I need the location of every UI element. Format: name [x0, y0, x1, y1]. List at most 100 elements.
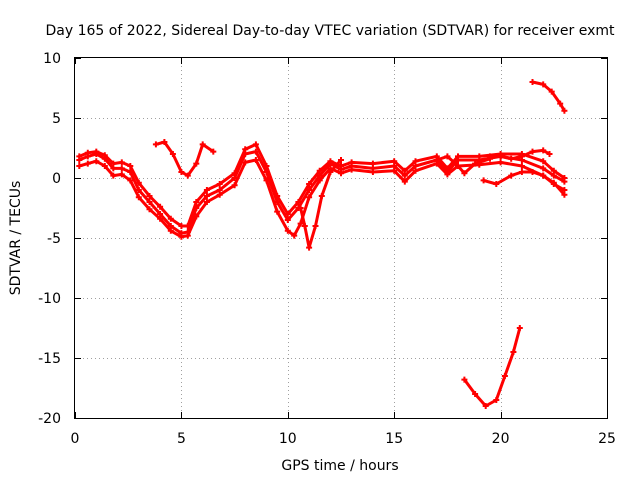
data-point	[518, 153, 525, 160]
x-tick-label: 15	[385, 431, 403, 447]
data-point	[391, 167, 398, 174]
data-point	[516, 325, 523, 331]
data-point	[118, 159, 125, 166]
data-point	[284, 227, 291, 234]
series-line	[154, 140, 215, 178]
series-track-low-19h	[461, 325, 523, 409]
data-point	[169, 151, 176, 157]
data-point	[461, 170, 468, 177]
data-point	[84, 160, 91, 167]
data-point	[510, 349, 517, 355]
data-point	[557, 100, 564, 107]
data-point	[540, 147, 547, 154]
data-point	[561, 175, 568, 181]
data-point	[118, 171, 125, 178]
data-point	[540, 158, 547, 165]
data-point	[444, 165, 451, 172]
y-tick-label: -20	[38, 411, 61, 427]
data-point	[540, 165, 547, 172]
data-point	[135, 179, 142, 186]
data-point	[444, 153, 451, 160]
data-point	[216, 191, 223, 198]
y-tick-labels: -20 -15 -10 -5 0 5 10	[38, 51, 61, 427]
data-point	[348, 159, 355, 166]
data-point	[518, 163, 525, 169]
data-point	[369, 160, 376, 167]
data-point	[391, 158, 398, 165]
data-point	[193, 160, 200, 167]
data-point	[295, 199, 302, 205]
data-point	[178, 223, 185, 229]
data-point	[284, 217, 291, 223]
y-tick-label: 0	[52, 171, 61, 187]
data-point	[210, 148, 217, 155]
x-tick-label: 20	[492, 431, 510, 447]
data-point	[146, 206, 153, 213]
data-point	[312, 223, 319, 229]
data-point	[203, 199, 210, 205]
data-point	[508, 172, 515, 179]
data-point	[455, 153, 461, 160]
series-track-hump-4h	[152, 139, 217, 179]
data-point	[546, 151, 553, 157]
data-point	[412, 158, 419, 165]
data-point	[301, 223, 308, 229]
series-line	[77, 158, 566, 239]
data-point	[193, 199, 200, 205]
x-tick-label: 5	[177, 431, 186, 447]
data-point	[518, 169, 525, 175]
data-point	[493, 397, 500, 403]
data-point	[401, 178, 408, 185]
data-point	[493, 181, 500, 187]
data-point	[101, 152, 108, 159]
series-layer	[76, 79, 568, 409]
data-point	[146, 193, 153, 199]
data-point	[157, 203, 164, 210]
data-point	[401, 167, 408, 174]
data-point	[472, 160, 479, 167]
data-point	[348, 166, 355, 173]
data-point	[252, 141, 259, 148]
data-point	[118, 165, 125, 172]
data-point	[550, 181, 557, 187]
data-point	[101, 163, 108, 169]
data-point	[193, 213, 200, 220]
plot-frame	[74, 57, 608, 419]
series-track-evening-b	[487, 147, 553, 162]
data-point	[263, 163, 270, 169]
data-point	[274, 208, 281, 215]
data-point	[252, 157, 259, 163]
x-tick-labels: 0 5 10 15 20 25	[71, 431, 616, 447]
series-track-dip-11h	[297, 157, 344, 251]
data-point	[146, 199, 153, 205]
data-point	[167, 227, 174, 234]
data-point	[242, 146, 249, 153]
x-axis-label: GPS time / hours	[281, 458, 398, 474]
chart-title: Day 165 of 2022, Sidereal Day-to-day VTE…	[46, 23, 616, 39]
data-point	[231, 182, 238, 189]
data-point	[93, 148, 100, 155]
data-point	[291, 232, 298, 239]
data-point	[274, 193, 281, 199]
data-point	[412, 167, 419, 174]
series-track-evening	[480, 169, 568, 193]
data-point	[306, 194, 313, 201]
data-point	[461, 376, 468, 383]
grid	[75, 58, 607, 418]
data-point	[338, 170, 344, 177]
data-point	[203, 193, 210, 199]
data-point	[540, 172, 547, 179]
data-point	[199, 141, 206, 148]
data-point	[184, 172, 191, 179]
data-point	[561, 187, 568, 193]
data-point	[203, 187, 210, 193]
data-point	[184, 232, 191, 239]
data-point	[242, 159, 249, 166]
data-point	[327, 169, 334, 175]
data-point	[76, 163, 83, 169]
data-point	[110, 172, 117, 179]
data-point	[93, 158, 100, 165]
data-point	[316, 167, 323, 174]
data-point	[369, 169, 376, 175]
series-track-high-21h	[529, 79, 568, 114]
